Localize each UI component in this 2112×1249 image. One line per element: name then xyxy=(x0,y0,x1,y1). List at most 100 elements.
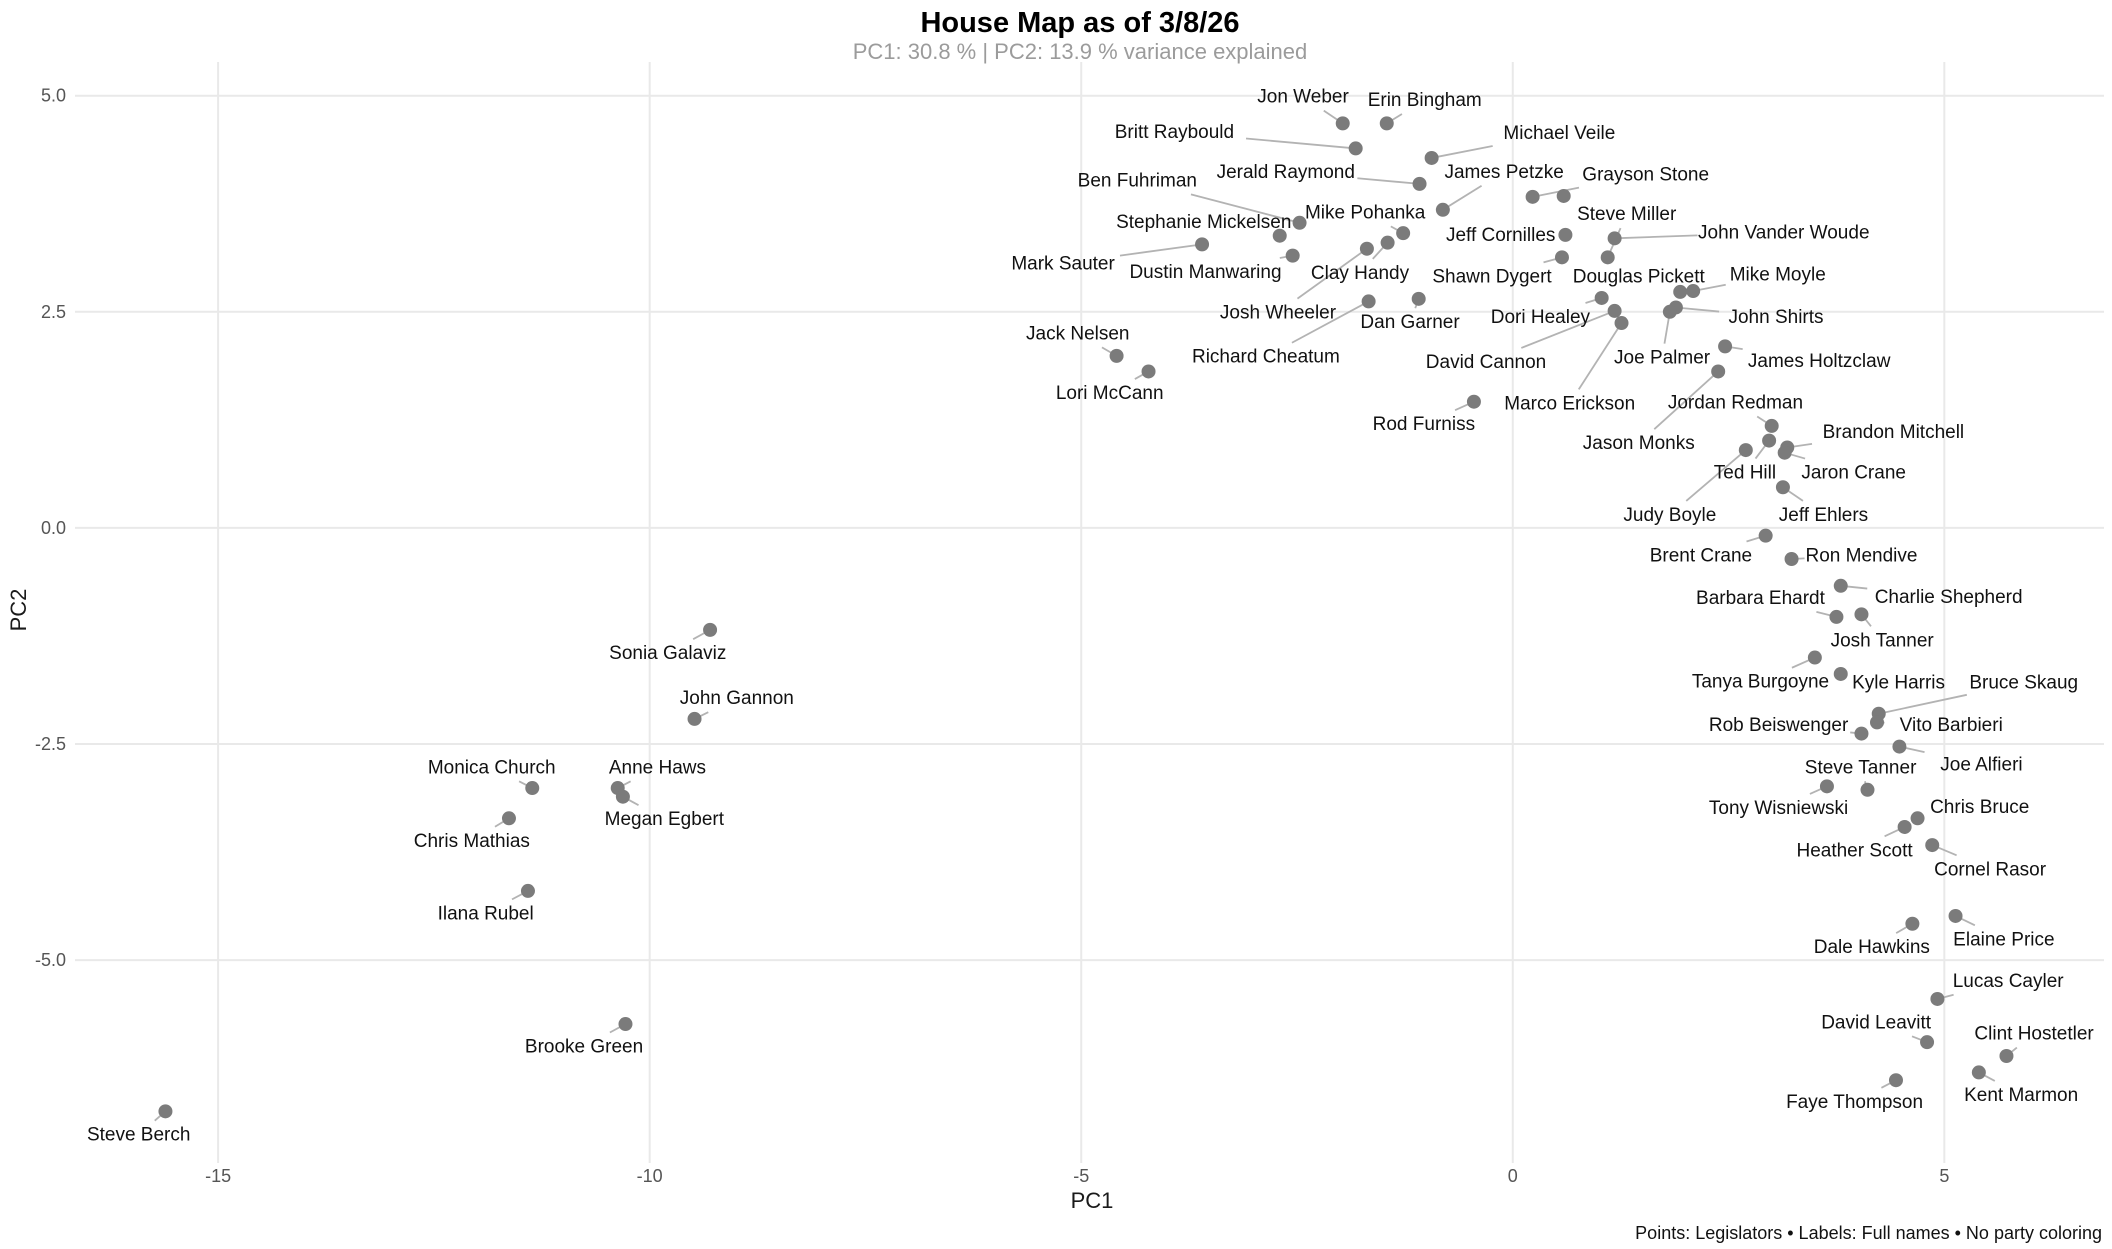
data-point xyxy=(1361,294,1376,309)
point-label: Michael Veile xyxy=(1503,123,1615,144)
point-label: Megan Egbert xyxy=(605,809,725,830)
data-point xyxy=(1777,445,1792,460)
gridlines xyxy=(75,62,2104,1163)
point-label: Charlie Shepherd xyxy=(1875,587,2023,608)
leader-line xyxy=(1653,370,1719,430)
leader-line xyxy=(1291,300,1370,344)
point-label: John Shirts xyxy=(1728,307,1823,328)
y-axis-title: PC2 xyxy=(6,589,31,632)
data-point xyxy=(1272,228,1287,243)
data-point xyxy=(1109,348,1124,363)
y-tick-label: 5.0 xyxy=(41,86,66,106)
leader-line xyxy=(1614,234,1698,240)
point-label: Richard Cheatum xyxy=(1192,347,1340,368)
point-label: Dan Garner xyxy=(1360,312,1460,333)
point-label: Jon Weber xyxy=(1257,87,1349,108)
point-label: Steve Berch xyxy=(87,1125,191,1146)
data-points xyxy=(158,116,2014,1119)
data-point xyxy=(1335,116,1350,131)
point-label: Faye Thompson xyxy=(1786,1092,1923,1113)
point-label: James Petzke xyxy=(1444,162,1563,183)
point-label: Barbara Ehardt xyxy=(1696,588,1826,609)
data-point xyxy=(525,781,540,796)
leader-line xyxy=(1190,193,1300,224)
point-label: Kyle Harris xyxy=(1852,673,1945,694)
point-label: Jason Monks xyxy=(1583,433,1695,454)
data-point xyxy=(1554,250,1569,265)
data-point xyxy=(1607,303,1622,318)
data-point xyxy=(618,1017,633,1032)
leader-line xyxy=(1878,693,1968,715)
point-label: Sonia Galaviz xyxy=(609,643,726,664)
data-point xyxy=(1905,916,1920,931)
data-point xyxy=(1614,316,1629,331)
data-point xyxy=(687,711,702,726)
data-point xyxy=(1784,552,1799,567)
point-label: Dale Hawkins xyxy=(1814,937,1930,958)
x-tick-label: 0 xyxy=(1508,1166,1518,1186)
chart-subtitle: PC1: 30.8 % | PC2: 13.9 % variance expla… xyxy=(853,39,1308,64)
point-label: Ilana Rubel xyxy=(438,903,534,924)
point-labels: Jon Weber Erin Bingham Britt Raybould Micha… xyxy=(87,87,2094,1146)
leader-line xyxy=(1532,186,1580,198)
data-point xyxy=(1466,394,1481,409)
point-label: Kent Marmon xyxy=(1964,1085,2078,1106)
data-point xyxy=(615,789,630,804)
point-label: Monica Church xyxy=(428,757,556,778)
point-label: Josh Wheeler xyxy=(1220,303,1337,324)
point-label: Heather Scott xyxy=(1796,840,1913,861)
leader-line xyxy=(1296,247,1368,300)
point-label: Brandon Mitchell xyxy=(1823,422,1965,443)
point-label: Joe Palmer xyxy=(1614,348,1711,369)
data-point xyxy=(1910,811,1925,826)
data-point xyxy=(703,622,718,637)
data-point xyxy=(1870,715,1885,730)
point-label: John Vander Woude xyxy=(1698,222,1869,243)
data-point xyxy=(1854,726,1869,741)
data-point xyxy=(1971,1065,1986,1080)
data-point xyxy=(1738,443,1753,458)
data-point xyxy=(1718,339,1733,354)
point-label: Ted Hill xyxy=(1714,463,1776,484)
data-point xyxy=(1600,250,1615,265)
data-point xyxy=(1292,215,1307,230)
data-point xyxy=(1424,150,1439,165)
point-label: Ben Fuhriman xyxy=(1078,170,1197,191)
point-label: Brooke Green xyxy=(525,1036,643,1057)
point-label: David Cannon xyxy=(1426,352,1546,373)
data-point xyxy=(1673,284,1688,299)
data-point xyxy=(1195,237,1210,252)
data-point xyxy=(1396,226,1411,241)
point-label: Tanya Burgoyne xyxy=(1692,672,1829,693)
point-label: Tony Wisniewski xyxy=(1709,798,1848,819)
data-point xyxy=(1930,991,1945,1006)
point-label: Steve Tanner xyxy=(1805,757,1917,778)
data-point xyxy=(1925,838,1940,853)
data-point xyxy=(1558,227,1573,242)
axis-tick-labels: -15 -10 -5 0 5 5.0 2.5 0.0 -2.5 -5.0 xyxy=(35,86,1949,1186)
point-label: Mark Sauter xyxy=(1011,253,1115,274)
leader-line xyxy=(1357,177,1420,185)
leader-line xyxy=(1245,137,1356,150)
point-label: Shawn Dygert xyxy=(1432,266,1552,287)
data-point xyxy=(501,811,516,826)
data-point xyxy=(1948,908,1963,923)
data-point xyxy=(1662,304,1677,319)
point-label: Grayson Stone xyxy=(1582,164,1709,185)
point-label: Clay Handy xyxy=(1311,263,1410,284)
point-label: Britt Raybould xyxy=(1115,122,1234,143)
data-point xyxy=(1412,176,1427,191)
y-tick-label: 0.0 xyxy=(41,518,66,538)
data-point xyxy=(1435,202,1450,217)
data-point xyxy=(1556,188,1571,203)
data-point xyxy=(1775,480,1790,495)
data-point xyxy=(1888,1073,1903,1088)
point-label: Mike Moyle xyxy=(1730,265,1826,286)
leader-line xyxy=(1431,145,1493,159)
y-tick-label: 2.5 xyxy=(41,302,66,322)
point-label: Jack Nelsen xyxy=(1026,323,1130,344)
point-label: Jerald Raymond xyxy=(1217,162,1355,183)
point-label: Dori Healey xyxy=(1491,307,1591,328)
data-point xyxy=(1686,284,1701,299)
